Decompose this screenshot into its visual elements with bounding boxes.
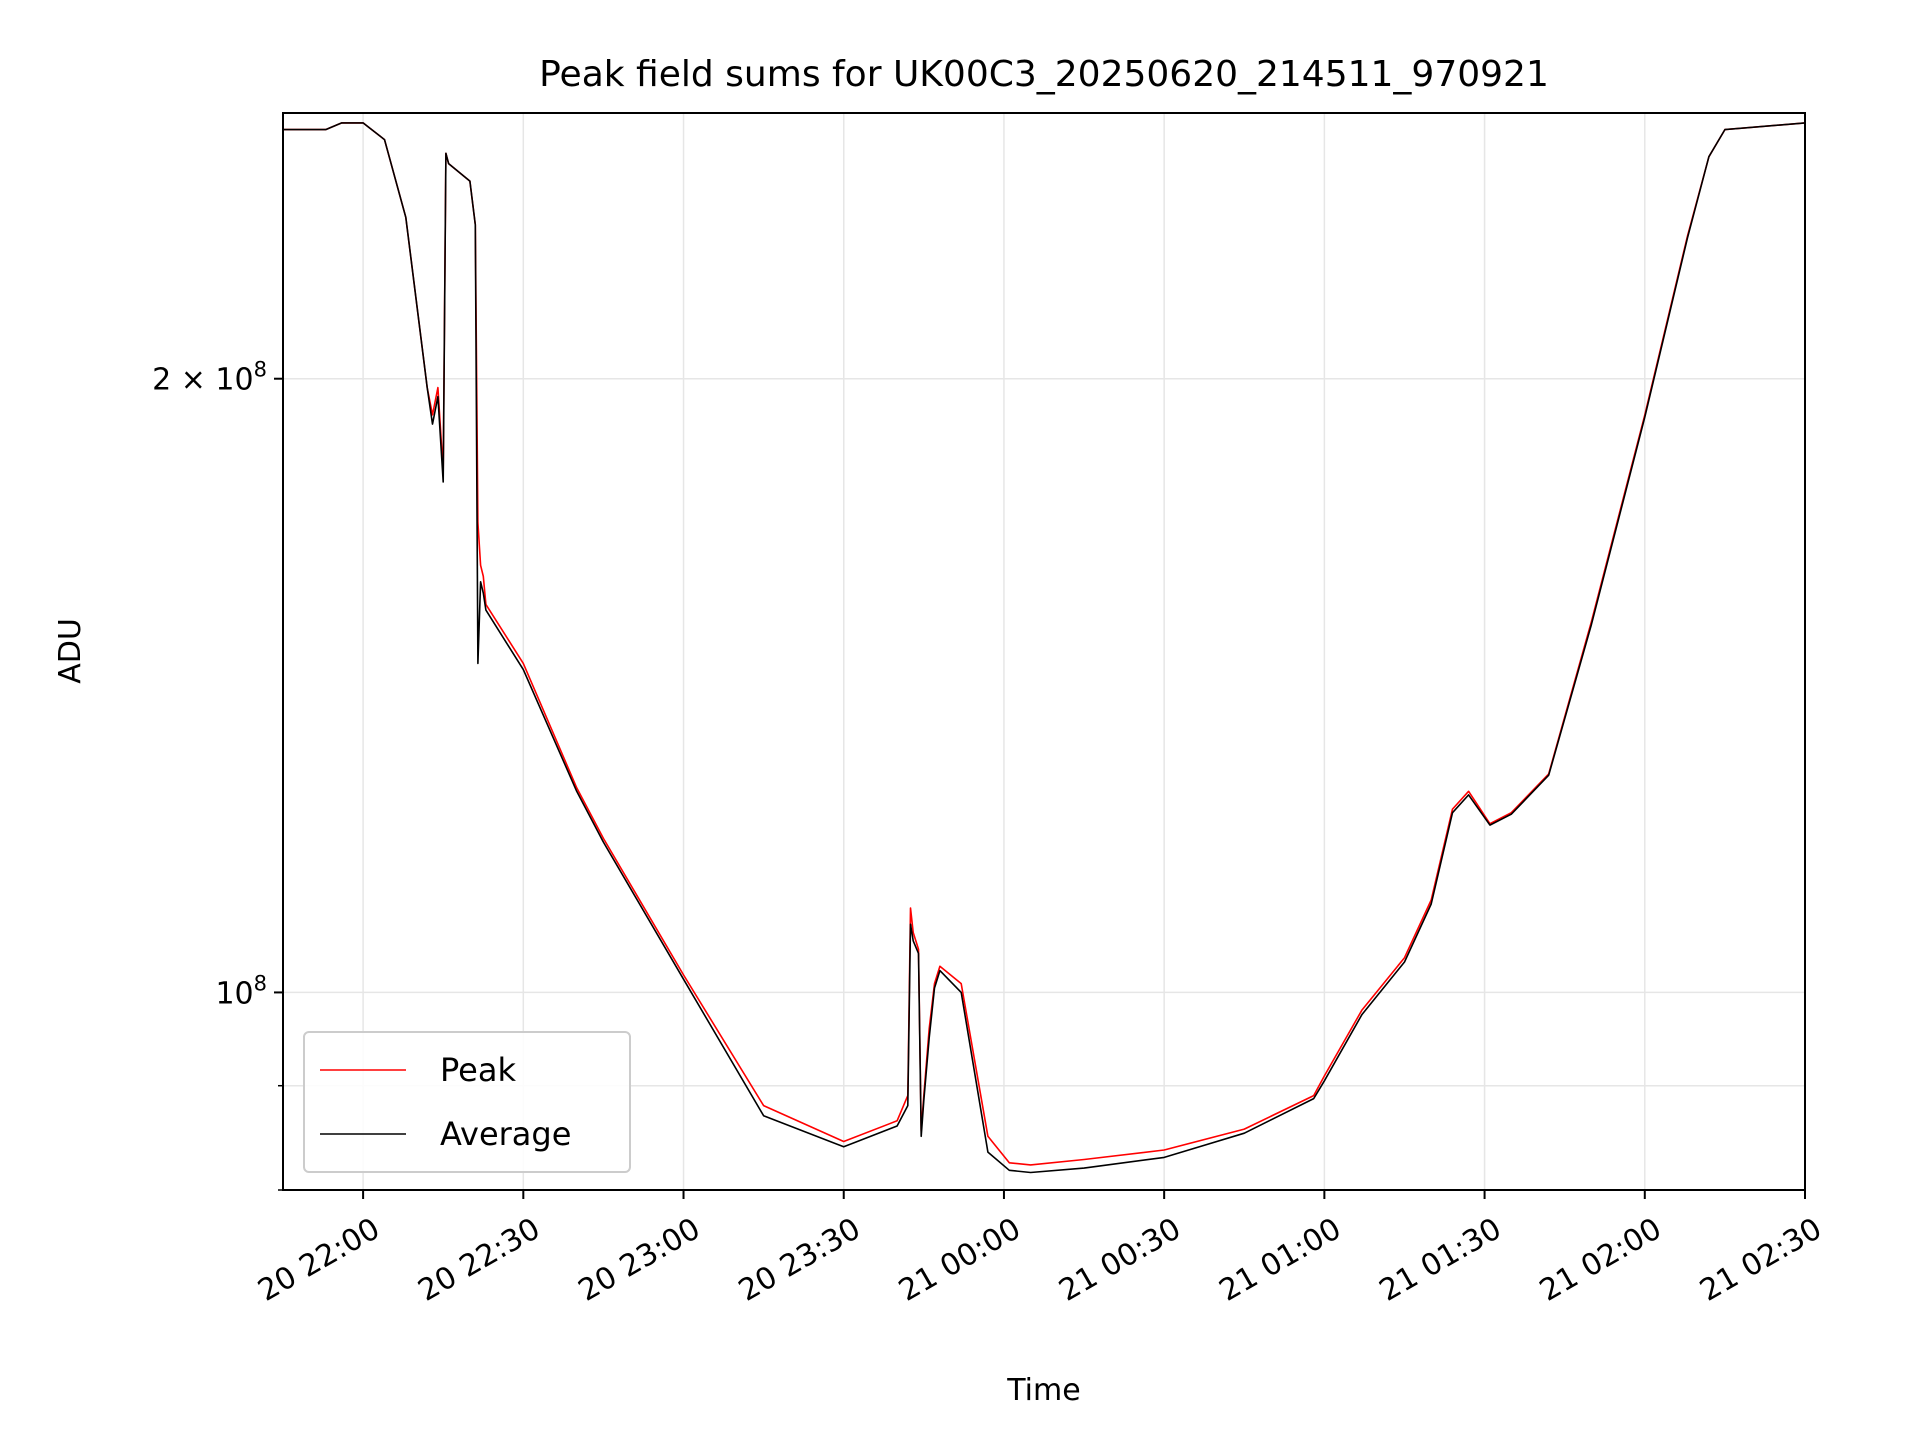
y-tick-label: 2 × 108 xyxy=(152,358,267,398)
y-axis-label: ADU xyxy=(53,618,88,684)
chart-title: Peak field sums for UK00C3_20250620_2145… xyxy=(539,54,1549,95)
series-line-average xyxy=(283,122,1806,1174)
plot-area-frame xyxy=(282,112,1806,1191)
x-axis-label: Time xyxy=(1006,1373,1080,1408)
legend: Peak Average xyxy=(303,1031,631,1173)
legend-label: Peak xyxy=(440,1051,516,1089)
y-tick-exponent: 8 xyxy=(254,971,267,995)
series-layer xyxy=(283,122,1806,1174)
y-tick-base: 10 xyxy=(215,976,253,1011)
legend-box xyxy=(303,1031,631,1173)
y-tick-exponent: 8 xyxy=(254,358,267,382)
y-tick-base: 2 × 10 xyxy=(152,363,253,398)
y-tick-label: 108 xyxy=(215,971,267,1011)
legend-label: Average xyxy=(440,1115,571,1153)
